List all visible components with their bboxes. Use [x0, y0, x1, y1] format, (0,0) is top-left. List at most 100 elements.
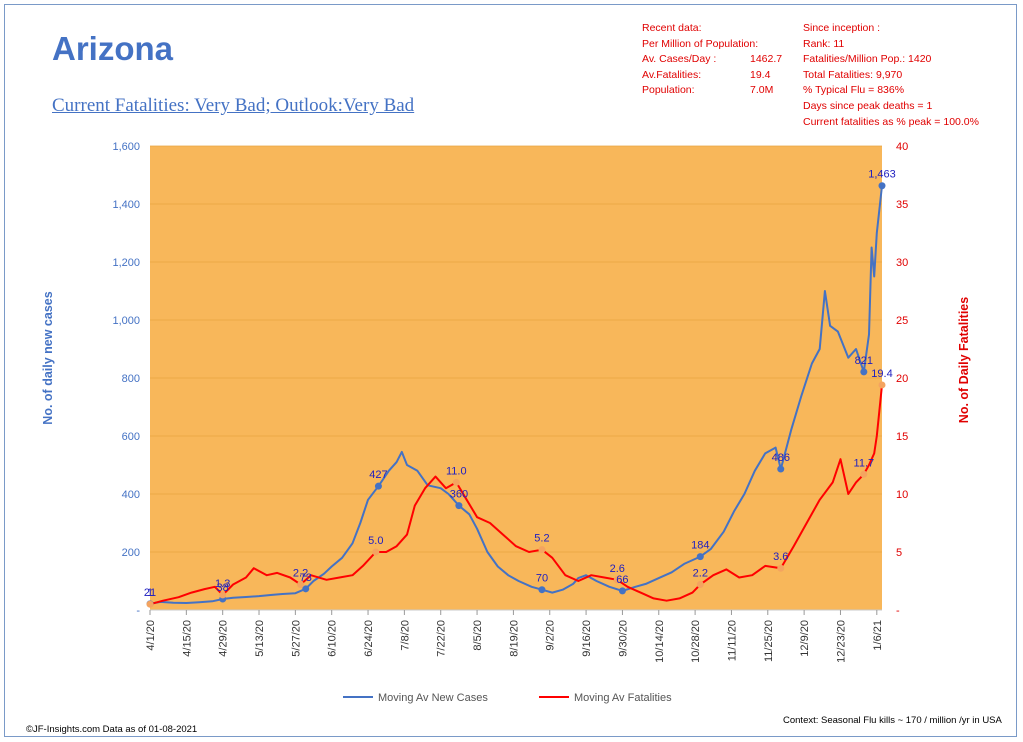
x-tick-label: 12/23/20 — [835, 620, 847, 663]
fatalities-data-label: 19.4 — [871, 368, 892, 380]
recent-row-label: Av. Cases/Day : — [642, 53, 717, 66]
cases-data-label: 73 — [300, 572, 312, 584]
y2-tick-label: 5 — [896, 547, 902, 559]
series-lines — [149, 185, 883, 606]
x-tick-label: 5/27/20 — [290, 620, 302, 657]
recent-row-value: 1462.7 — [750, 53, 783, 66]
cases-data-label: 38 — [217, 582, 229, 594]
recent-row-label: Population: — [642, 84, 695, 97]
y2-tick-label: 35 — [896, 199, 908, 211]
fatalities-marker — [613, 576, 621, 584]
cases-data-label: 70 — [536, 573, 548, 585]
cases-marker — [538, 586, 546, 594]
legend: Moving Av New Cases Moving Av Fatalities — [343, 692, 672, 704]
cases-data-label: 427 — [369, 469, 387, 481]
cases-marker — [860, 368, 868, 376]
y2-tick-label: 15 — [896, 431, 908, 443]
x-tick-label: 4/1/20 — [145, 620, 157, 651]
recent-row-label: Av.Fatalities: — [642, 68, 702, 81]
cases-marker — [618, 587, 626, 595]
cases-marker — [878, 182, 886, 190]
y2-axis-label: No. of Daily Fatalities — [957, 297, 971, 423]
y-tick-label: 600 — [122, 431, 140, 443]
cases-series-line — [149, 185, 883, 605]
recent-row-cases: Av. Cases/Day : 1462.7 — [642, 52, 782, 68]
gridlines — [150, 145, 882, 611]
x-tick-label: 1/6/21 — [872, 620, 884, 651]
y2-tick-label: 40 — [896, 141, 908, 153]
cases-data-label: 66 — [616, 574, 628, 586]
fatalities-marker — [538, 546, 546, 554]
cases-data-label: 821 — [855, 355, 873, 367]
y-tick-label: 1,600 — [112, 141, 140, 153]
y2-tick-label: 25 — [896, 315, 908, 327]
recent-data-heading: Recent data: — [642, 22, 702, 34]
fatalities-marker — [452, 478, 460, 486]
fatalities-series-line — [149, 384, 883, 606]
cases-data-label: 360 — [450, 489, 468, 501]
y-tick-label: 1,400 — [112, 199, 140, 211]
cases-data-label: 486 — [772, 452, 790, 464]
y-tick-label: 200 — [122, 547, 140, 559]
chart-frame — [4, 4, 1017, 737]
x-tick-label: 8/5/20 — [472, 620, 484, 651]
since-line: Current fatalities as % peak = 100.0% — [803, 115, 979, 128]
y-axis-ticks: - 200 400 600 800 1,000 1,200 1,400 1,600 — [112, 141, 140, 617]
y-tick-label: - — [136, 605, 140, 617]
x-tick-label: 6/10/20 — [327, 620, 339, 657]
fatalities-marker — [777, 564, 785, 572]
cases-marker — [777, 465, 785, 473]
fatalities-data-label: 11.7 — [854, 457, 875, 469]
cases-marker — [374, 482, 382, 490]
x-tick-label: 9/2/20 — [545, 620, 557, 651]
fatalities-marker — [297, 580, 305, 588]
fatalities-data-label: 1 — [147, 587, 153, 599]
fatalities-marker — [696, 580, 704, 588]
y2-tick-label: 20 — [896, 373, 908, 385]
recent-row-value: 7.0M — [750, 84, 774, 97]
x-tick-label: 12/9/20 — [799, 620, 811, 657]
since-inception-panel: Since inception : Rank: 11 Fatalities/Mi… — [803, 21, 979, 130]
footer-source: ©JF-Insights.com Data as of 01-08-2021 — [26, 724, 198, 735]
per-million-heading: Per Million of Population: — [642, 37, 759, 50]
fatalities-data-label: 1.3 — [215, 578, 230, 590]
fatalities-data-label: 2.2 — [693, 567, 708, 579]
fatalities-marker — [860, 470, 868, 478]
data-labels: 21 38 73 427 360 70 66 184 486 821 1,463 1 1.3 2.2 5.0… — [144, 169, 896, 599]
y-tick-label: 1,200 — [112, 257, 140, 269]
fatalities-data-label: 2.2 — [293, 567, 308, 579]
x-tick-label: 9/30/20 — [617, 620, 629, 657]
since-line: Since inception : — [803, 22, 881, 34]
fatalities-data-label: 5.0 — [368, 535, 383, 547]
y-tick-label: 800 — [122, 373, 140, 385]
data-markers — [146, 182, 886, 608]
x-tick-label: 9/16/20 — [581, 620, 593, 657]
fatalities-data-label: 11.0 — [446, 465, 467, 477]
y2-axis-ticks: - 5 10 15 20 25 30 35 40 — [896, 141, 908, 617]
fatalities-data-label: 5.2 — [534, 533, 549, 545]
fatalities-data-label: 3.6 — [773, 551, 788, 563]
x-tick-label: 4/29/20 — [218, 620, 230, 657]
cases-data-label: 1,463 — [868, 169, 896, 181]
fatalities-marker — [219, 591, 227, 599]
x-tick-label: 10/28/20 — [690, 620, 702, 663]
page-subtitle: Current Fatalities: Very Bad; Outlook:Ve… — [52, 95, 415, 116]
page-title: Arizona — [52, 30, 174, 67]
x-tick-label: 4/15/20 — [181, 620, 193, 657]
fatalities-marker — [878, 381, 886, 389]
x-tick-label: 8/19/20 — [508, 620, 520, 657]
x-tick-label: 7/22/20 — [436, 620, 448, 657]
recent-data-panel: Recent data: Per Million of Population: … — [642, 21, 782, 99]
since-line: Fatalities/Million Pop.: 1420 — [803, 53, 932, 66]
y2-tick-label: - — [896, 605, 900, 617]
x-tick-label: 11/11/20 — [726, 620, 738, 661]
legend-fatalities-label: Moving Av Fatalities — [574, 692, 672, 704]
since-line: Total Fatalities: 9,970 — [803, 68, 903, 81]
legend-cases-label: Moving Av New Cases — [378, 692, 488, 704]
since-line: Days since peak deaths = 1 — [803, 99, 933, 112]
x-tick-label: 6/24/20 — [363, 620, 375, 657]
fatalities-data-label: 2.6 — [610, 563, 625, 575]
footer-context: Context: Seasonal Flu kills ~ 170 / mill… — [783, 715, 1002, 726]
fatalities-marker — [146, 600, 154, 608]
